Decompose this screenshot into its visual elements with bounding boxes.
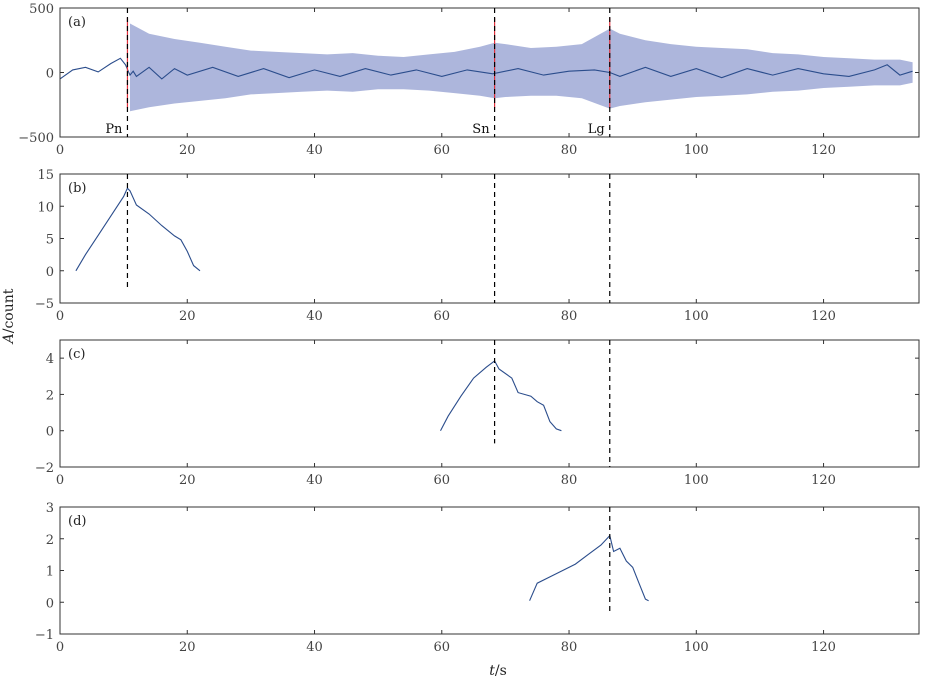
x-axis-unit: /s: [495, 663, 507, 679]
x-tick-label: 40: [306, 473, 323, 488]
phase-label: Pn: [105, 122, 123, 137]
y-tick-label: 1: [46, 565, 54, 580]
x-tick-label: 120: [811, 640, 836, 655]
y-tick-label: 5: [46, 233, 54, 248]
x-tick-label: 80: [561, 309, 578, 324]
x-tick-label: 0: [56, 143, 64, 158]
phase-label: Sn: [472, 122, 490, 137]
panel-label: (a): [68, 15, 86, 30]
x-tick-label: 100: [684, 473, 709, 488]
y-tick-label: 3: [46, 501, 54, 516]
x-axis-title: t/s: [489, 663, 507, 679]
x-tick-label: 20: [179, 473, 196, 488]
x-tick-label: 80: [561, 640, 578, 655]
y-tick-label: 2: [46, 533, 54, 548]
x-tick-label: 0: [56, 473, 64, 488]
y-tick-label: 0: [46, 596, 54, 611]
plot-frame: [59, 506, 920, 635]
panel-label: (b): [68, 181, 86, 196]
y-tick-label: 0: [46, 67, 54, 82]
series-line-1: [440, 360, 562, 432]
x-tick-label: 120: [811, 473, 836, 488]
x-tick-label: 20: [179, 309, 196, 324]
x-tick-label: 100: [684, 309, 709, 324]
y-tick-label: 2: [46, 388, 54, 403]
y-axis-variable: A: [1, 333, 17, 345]
y-tick-label: 4: [46, 352, 54, 367]
series-line-1: [75, 187, 201, 272]
x-tick-label: 120: [811, 309, 836, 324]
series-line-1: [59, 57, 913, 80]
y-axis-unit: /count: [1, 288, 17, 333]
x-tick-label: 40: [306, 143, 323, 158]
x-tick-label: 40: [306, 309, 323, 324]
x-tick-label: 120: [811, 143, 836, 158]
x-tick-label: 0: [56, 640, 64, 655]
plot-frame: [59, 339, 920, 468]
x-tick-label: 20: [179, 640, 196, 655]
panel-label: (d): [68, 514, 86, 529]
y-tick-label: 500: [29, 2, 54, 17]
x-tick-label: 60: [434, 309, 451, 324]
phase-marker-layer: [126, 8, 611, 615]
y-tick-label: 0: [46, 425, 54, 440]
y-tick-label: −500: [18, 131, 54, 146]
y-tick-label: −2: [35, 461, 54, 476]
x-axis-variable: t: [489, 663, 495, 679]
phase-label: Lg: [588, 122, 605, 137]
y-tick-label: −1: [35, 628, 54, 643]
x-tick-label: 60: [434, 473, 451, 488]
x-tick-label: 80: [561, 473, 578, 488]
y-tick-label: 10: [37, 200, 54, 215]
envelope-band: [130, 23, 913, 112]
panel-label: (c): [68, 347, 85, 362]
plot-frame: [59, 173, 920, 304]
x-tick-label: 60: [434, 143, 451, 158]
x-tick-label: 80: [561, 143, 578, 158]
y-tick-label: 0: [46, 265, 54, 280]
x-tick-label: 60: [434, 640, 451, 655]
y-tick-label: 15: [37, 168, 54, 183]
x-tick-label: 100: [684, 143, 709, 158]
x-tick-label: 20: [179, 143, 196, 158]
y-tick-label: −5: [35, 297, 54, 312]
series-line-1: [529, 534, 649, 602]
y-axis-title: A/count: [1, 288, 17, 345]
x-tick-label: 40: [306, 640, 323, 655]
x-tick-label: 100: [684, 640, 709, 655]
x-tick-label: 0: [56, 309, 64, 324]
